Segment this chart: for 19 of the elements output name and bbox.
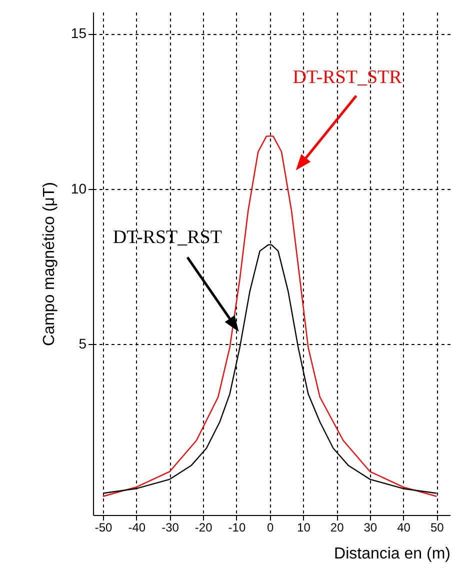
x-tick-label: -40 bbox=[128, 520, 146, 534]
x-tick-label: -50 bbox=[94, 520, 113, 534]
x-tick-label: 0 bbox=[266, 520, 274, 534]
y-tick-label: 5 bbox=[78, 336, 87, 352]
x-tick-label: -30 bbox=[162, 520, 180, 534]
x-tick-label: -10 bbox=[228, 520, 246, 534]
x-tick-label: 40 bbox=[397, 520, 411, 534]
x-tick-label: 30 bbox=[364, 520, 378, 534]
x-tick-label: 50 bbox=[430, 520, 444, 534]
x-tick-label: 10 bbox=[297, 520, 311, 534]
series-label: DT-RST_RST bbox=[112, 227, 222, 248]
text: DT-RST_STR bbox=[292, 67, 402, 88]
x-tick-label: 20 bbox=[330, 520, 344, 534]
x-tick-label: -20 bbox=[194, 520, 213, 534]
x-axis-title: Distancia en (m) bbox=[334, 546, 450, 562]
line-series bbox=[102, 136, 438, 497]
y-tick-label: 15 bbox=[70, 25, 87, 42]
y-tick-label: 10 bbox=[70, 180, 87, 196]
y-axis-title: Campo magnético (μT) bbox=[40, 182, 58, 346]
